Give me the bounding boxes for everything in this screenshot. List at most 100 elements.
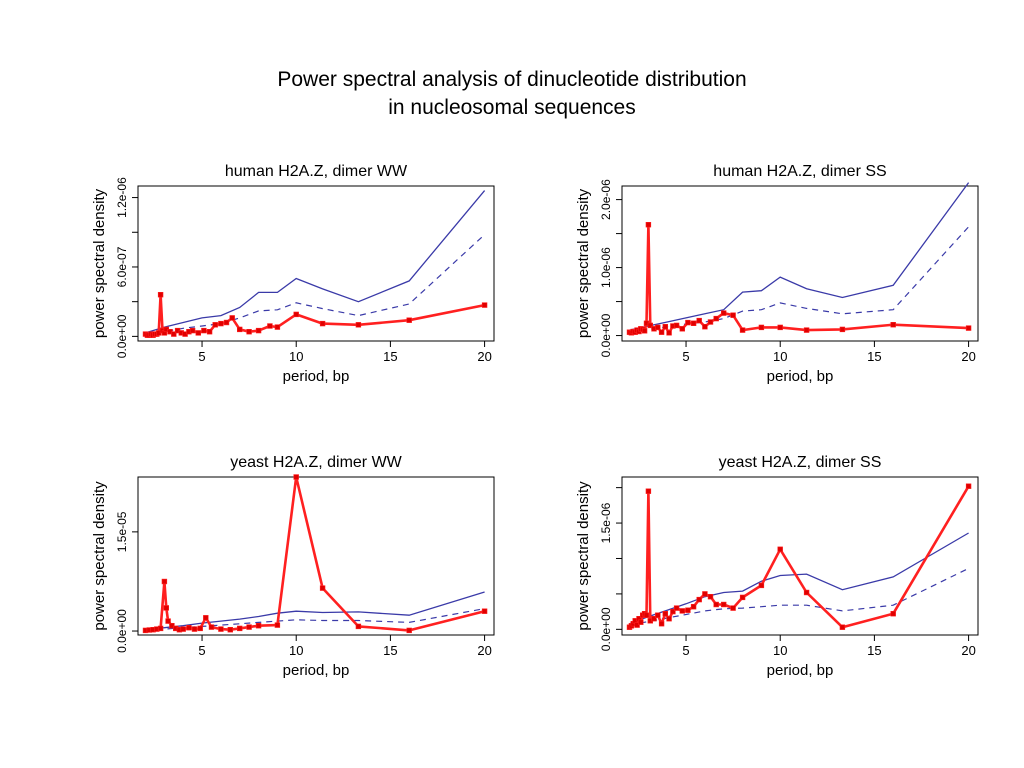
data-point-observed — [803, 589, 810, 596]
data-point-observed — [201, 327, 207, 334]
data-point-observed — [319, 320, 326, 327]
data-point-observed — [186, 624, 192, 631]
x-tick-label: 5 — [198, 643, 205, 658]
chart-title: yeast H2A.Z, dimer WW — [230, 454, 402, 471]
data-point-observed — [197, 625, 203, 632]
data-point-observed — [246, 624, 252, 630]
data-point-observed — [189, 327, 196, 334]
series-line-reference — [629, 532, 969, 625]
page-title-line-1: Power spectral analysis of dinucleotide … — [277, 68, 747, 91]
data-point-observed — [641, 328, 648, 334]
data-point-observed — [165, 618, 171, 624]
data-point-observed — [758, 582, 765, 589]
plot-frame — [621, 185, 979, 342]
data-point-observed — [161, 578, 168, 585]
x-tick-label: 15 — [383, 349, 397, 364]
data-point-observed — [203, 615, 209, 621]
series-line-observed — [145, 475, 485, 632]
data-point-observed — [696, 317, 702, 324]
data-point-observed — [720, 601, 727, 608]
x-tick-label: 5 — [198, 349, 205, 364]
y-tick-label: 1.5e-06 — [599, 502, 613, 543]
plot-frame — [137, 476, 495, 636]
data-point-observed — [169, 622, 175, 629]
data-point-observed — [227, 626, 233, 633]
data-point-observed — [229, 315, 235, 321]
data-point-observed — [758, 324, 765, 331]
data-point-observed — [707, 319, 714, 325]
data-point-observed — [839, 326, 846, 333]
data-point-observed — [246, 328, 252, 335]
data-point-observed — [645, 222, 652, 228]
data-point-observed — [890, 321, 896, 328]
data-point-observed — [730, 605, 736, 611]
data-point-observed — [157, 291, 164, 298]
data-point-observed — [666, 615, 672, 622]
x-tick-label: 15 — [867, 349, 881, 364]
data-point-observed — [206, 328, 213, 335]
data-point-observed — [406, 317, 412, 323]
x-tick-label: 20 — [961, 643, 975, 658]
data-point-observed — [157, 625, 164, 632]
y-tick-label: 6.0e-07 — [115, 246, 129, 287]
x-axis-label: period, bp — [283, 368, 350, 385]
data-point-observed — [658, 620, 665, 627]
data-point-observed — [293, 474, 299, 480]
data-point-observed — [237, 326, 243, 333]
y-tick-label: 0.0e+00 — [115, 314, 129, 358]
x-tick-label: 5 — [682, 349, 689, 364]
series-line-observed — [629, 223, 969, 335]
x-axis-label: period, bp — [767, 368, 834, 385]
data-point-observed — [355, 322, 362, 328]
data-point-observed — [293, 311, 299, 318]
data-point-observed — [702, 591, 708, 597]
series-line-observed — [144, 293, 485, 337]
data-point-observed — [965, 483, 972, 489]
data-point-observed — [212, 322, 218, 328]
y-tick-label: 1.5e-05 — [115, 511, 129, 552]
data-point-observed — [707, 593, 714, 600]
x-tick-label: 10 — [289, 349, 303, 364]
data-point-observed — [690, 603, 697, 610]
data-point-observed — [658, 329, 665, 335]
data-point-observed — [685, 607, 691, 613]
plot-frame — [137, 185, 495, 342]
data-point-observed — [651, 615, 657, 622]
data-point-observed — [171, 331, 177, 337]
plot-frame — [621, 476, 979, 636]
data-point-observed — [720, 310, 727, 316]
y-tick-label: 2.0e-06 — [599, 179, 613, 220]
y-axis-label: power spectral density — [91, 481, 108, 631]
data-point-observed — [319, 585, 326, 591]
data-point-observed — [965, 325, 972, 331]
x-tick-label: 10 — [773, 643, 787, 658]
data-point-observed — [662, 610, 669, 617]
data-point-observed — [481, 302, 488, 308]
data-point-observed — [255, 622, 262, 629]
y-tick-label: 1.0e-06 — [599, 247, 613, 288]
data-point-observed — [670, 608, 676, 615]
data-point-observed — [739, 594, 746, 601]
data-point-observed — [223, 319, 230, 326]
data-point-observed — [195, 330, 201, 336]
y-axis-label: power spectral density — [575, 188, 592, 338]
x-tick-label: 10 — [773, 349, 787, 364]
x-tick-label: 5 — [682, 643, 689, 658]
y-tick-label: 0.0e+00 — [599, 607, 613, 651]
series-line-reference-dashed — [145, 234, 486, 335]
data-point-observed — [690, 320, 697, 326]
data-point-observed — [655, 612, 661, 618]
data-point-observed — [679, 608, 686, 614]
chart-panel-3: yeast H2A.Z, dimer WW 5 10 15 20 0.0e+00 1.5e-… — [91, 454, 495, 679]
data-point-observed — [191, 626, 198, 632]
data-point-observed — [713, 315, 719, 322]
data-point-observed — [208, 624, 215, 630]
x-tick-label: 15 — [383, 643, 397, 658]
chart-title: yeast H2A.Z, dimer SS — [719, 454, 882, 471]
chart-title: human H2A.Z, dimer SS — [713, 163, 886, 180]
data-point-observed — [643, 612, 650, 618]
page-title: Power spectral analysis of dinucleotide … — [0, 66, 1024, 122]
data-point-observed — [267, 323, 273, 329]
data-point-observed — [355, 623, 362, 630]
data-point-observed — [713, 601, 719, 608]
